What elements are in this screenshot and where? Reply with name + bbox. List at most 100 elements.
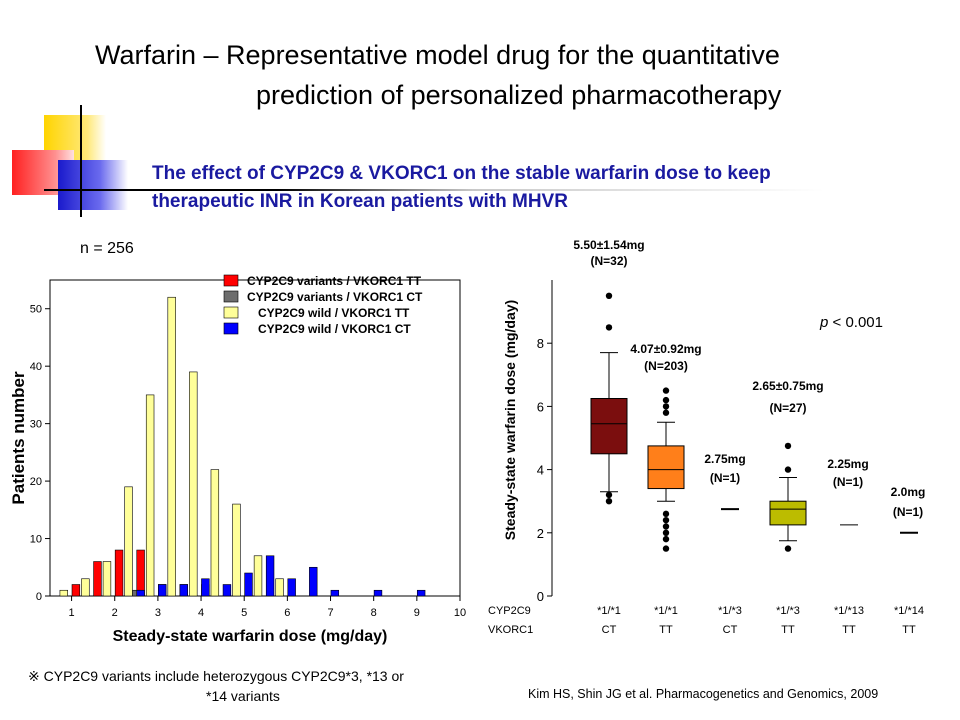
histogram-bar xyxy=(158,584,167,597)
histogram-x-tick-label: 10 xyxy=(454,607,466,619)
histogram-y-tick-label: 40 xyxy=(30,361,42,373)
genotype-vkorc1-label: CT xyxy=(602,624,617,636)
genotype-cyp2c9-label: *1/*14 xyxy=(894,605,924,617)
legend-swatch xyxy=(223,322,239,335)
histogram-x-tick-label: 9 xyxy=(414,607,420,619)
outlier-point xyxy=(784,545,792,552)
histogram-y-tick-label: 30 xyxy=(30,419,42,431)
histogram-bar xyxy=(71,584,81,597)
histogram-bar xyxy=(93,561,102,597)
legend-swatch xyxy=(223,306,239,319)
outlier-point xyxy=(662,545,670,552)
outlier-point xyxy=(662,510,670,518)
box xyxy=(590,398,628,455)
histogram-bar xyxy=(136,549,145,597)
histogram-bar xyxy=(210,469,220,597)
row-label-vkorc1: VKORC1 xyxy=(488,624,533,636)
histogram-bar xyxy=(222,584,232,597)
slide-subtitle: The effect of CYP2C9 & VKORC1 on the sta… xyxy=(152,160,771,216)
histogram-x-tick-label: 4 xyxy=(198,607,204,619)
histogram-bar xyxy=(179,584,188,597)
p-value-annotation: p < 0.001 xyxy=(819,314,883,331)
histogram-x-tick-label: 5 xyxy=(241,607,247,619)
genotype-cyp2c9-label: *1/*3 xyxy=(776,605,800,617)
outlier-point xyxy=(605,498,613,505)
legend-swatch xyxy=(223,290,239,303)
subtitle-line-1: The effect of CYP2C9 & VKORC1 on the sta… xyxy=(152,163,771,184)
boxplot-y-tick-label: 2 xyxy=(537,526,544,541)
outlier-point xyxy=(784,466,792,473)
histogram-bar xyxy=(244,572,253,597)
outlier-point xyxy=(662,403,670,410)
boxplot-y-tick-label: 0 xyxy=(537,589,544,604)
dose-histogram-chart: 0 10 20 30 40 50 1 2 3 4 5 6 7 8 9 10 CYP2C9 variants /… xyxy=(9,274,466,645)
histogram-bar xyxy=(287,578,296,597)
genotype-cyp2c9-label: *1/*1 xyxy=(597,605,621,617)
histogram-bar xyxy=(232,503,241,597)
histogram-x-tick-label: 3 xyxy=(155,607,161,619)
histogram-bar xyxy=(416,589,426,597)
footnote-line-2: *14 variants xyxy=(206,688,280,704)
citation: Kim HS, Shin JG et al. Pharmacogenetics … xyxy=(528,687,879,701)
histogram-bar xyxy=(81,578,90,597)
histogram-bar xyxy=(309,566,318,597)
decorative-blue-block xyxy=(58,160,128,210)
histogram-y-tick-label: 0 xyxy=(36,591,42,603)
histogram-y-axis-title: Patients number xyxy=(9,371,28,505)
boxplot-y-tick-label: 8 xyxy=(537,336,544,351)
histogram-bar xyxy=(201,578,210,597)
dose-summary-label: 2.65±0.75mg xyxy=(752,379,823,393)
histogram-x-axis-title: Steady-state warfarin dose (mg/day) xyxy=(113,628,388,645)
histogram-x-tick-label: 1 xyxy=(69,607,75,619)
p-value-text: < 0.001 xyxy=(828,314,883,331)
outlier-point xyxy=(662,396,670,404)
genotype-cyp2c9-label: *1/*13 xyxy=(834,605,864,617)
legend-swatch xyxy=(223,274,239,287)
outlier-point xyxy=(784,442,792,450)
histogram-bar xyxy=(253,555,263,597)
sample-count-label: (N=1) xyxy=(893,505,923,519)
outlier-point xyxy=(605,324,613,331)
subtitle-line-2: therapeutic INR in Korean patients with … xyxy=(152,191,568,212)
genotype-cyp2c9-label: *1/*1 xyxy=(654,605,678,617)
histogram-bar xyxy=(59,589,68,597)
histogram-y-tick-label: 10 xyxy=(30,534,42,546)
legend-label: CYP2C9 variants / VKORC1 TT xyxy=(247,274,422,288)
histogram-bar xyxy=(136,589,145,597)
box xyxy=(769,500,807,526)
outlier-point xyxy=(605,491,613,499)
legend-label: CYP2C9 wild / VKORC1 CT xyxy=(258,322,411,336)
boxplot-y-tick-label: 6 xyxy=(537,399,544,414)
sample-count-label: (N=32) xyxy=(590,254,627,268)
histogram-x-tick-label: 7 xyxy=(327,607,333,619)
page-title-line-1: Warfarin – Representative model drug for… xyxy=(95,40,780,70)
footnote-line-1: ※ CYP2C9 variants include heterozygous C… xyxy=(28,668,404,684)
outlier-point xyxy=(605,292,613,299)
histogram-y-tick-label: 20 xyxy=(30,476,42,488)
histogram-x-tick-label: 8 xyxy=(371,607,377,619)
histogram-x-tick-label: 6 xyxy=(284,607,290,619)
legend-label: CYP2C9 wild / VKORC1 TT xyxy=(258,306,410,320)
decorative-horizontal-line xyxy=(44,189,824,191)
page-title-line-2: prediction of personalized pharmacothera… xyxy=(256,80,782,110)
outlier-point xyxy=(662,387,670,394)
outlier-point xyxy=(662,535,670,543)
histogram-bar xyxy=(330,589,340,597)
genotype-vkorc1-label: TT xyxy=(842,624,856,636)
histogram-bar xyxy=(114,549,124,597)
box xyxy=(647,445,685,490)
histogram-y-tick-label: 50 xyxy=(30,304,42,316)
histogram-bar xyxy=(189,371,198,597)
outlier-point xyxy=(662,523,670,530)
genotype-cyp2c9-label: *1/*3 xyxy=(718,605,742,617)
boxplot-y-tick-label: 4 xyxy=(537,463,544,478)
sample-count-label: (N=203) xyxy=(644,359,688,373)
dose-summary-label: 4.07±0.92mg xyxy=(630,342,701,356)
sample-count-label: (N=1) xyxy=(833,475,863,489)
dose-summary-label: 2.0mg xyxy=(891,485,926,499)
footnote: ※ CYP2C9 variants include heterozygous C… xyxy=(28,666,404,706)
dose-summary-label: 2.75mg xyxy=(704,452,745,466)
genotype-vkorc1-label: TT xyxy=(659,624,673,636)
histogram-plot-frame xyxy=(49,279,461,597)
sample-size-label: n = 256 xyxy=(80,240,134,257)
